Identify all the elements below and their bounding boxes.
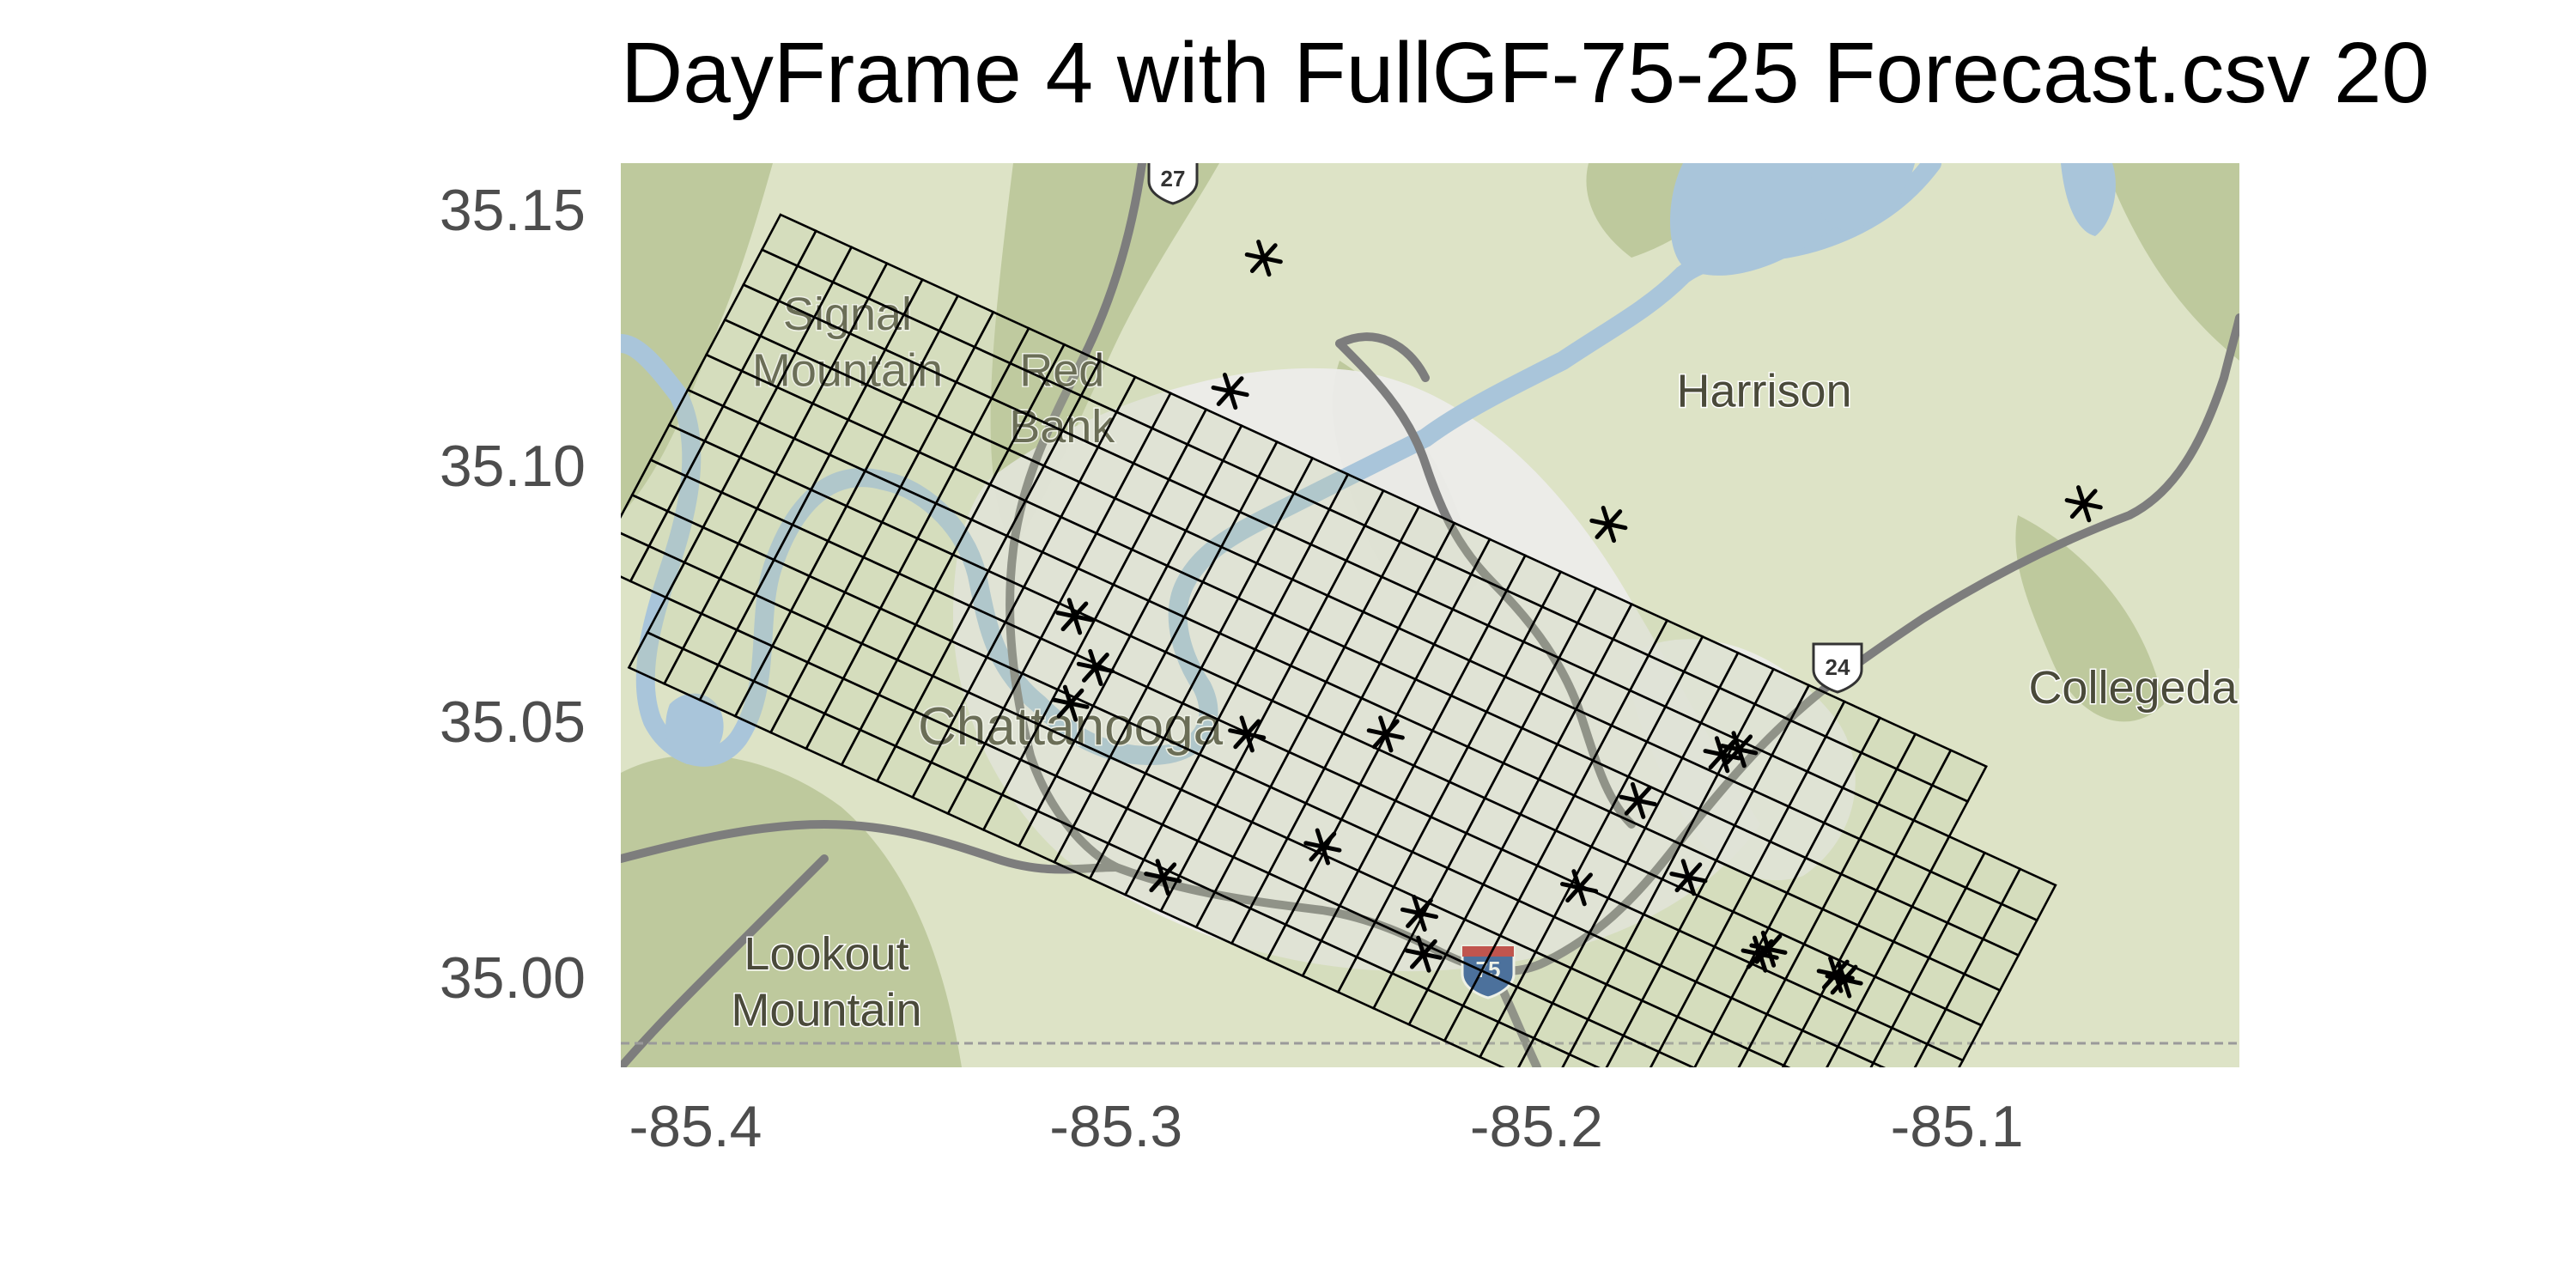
grid-cell [1826, 1045, 1875, 1067]
grid-cell [1837, 1098, 1891, 1150]
grid-cell [1561, 1053, 1601, 1067]
grid-cell [1869, 1061, 1886, 1067]
grid-cell [1871, 1026, 1929, 1067]
grid-cell [1913, 1042, 1965, 1067]
grid-cell [1801, 1082, 1855, 1133]
observation-marker [1244, 240, 1283, 277]
highway-shield-label: 27 [1161, 166, 1186, 191]
grid-cell [1728, 1136, 1783, 1188]
observation-marker [1228, 715, 1267, 753]
observation-marker [1055, 598, 1094, 635]
grid-cell [1478, 1020, 1536, 1067]
plot-title: DayFrame 4 with FullGF-75-25 Forecast.cs… [621, 25, 2430, 121]
terrain-ridge [621, 163, 773, 515]
observation-marker [1144, 859, 1182, 896]
observation-marker [1619, 781, 1657, 819]
road [621, 854, 829, 1067]
grid-cell [1692, 1120, 1747, 1171]
lake-arm [1811, 163, 1915, 232]
place-label: Harrison [1677, 365, 1852, 416]
terrain-ridge [621, 755, 962, 1067]
observation-points [1051, 240, 2103, 999]
grid-cell [1783, 1117, 1837, 1169]
highway-shield-label: 24 [1826, 654, 1850, 680]
x-axis: -85.4 -85.3 -85.2 -85.1 [629, 1094, 2024, 1159]
observation-marker [1589, 506, 1628, 544]
observation-marker [1051, 684, 1090, 722]
grid-cell [1764, 1151, 1818, 1203]
road [1335, 332, 1430, 382]
x-tick-label: -85.4 [629, 1094, 762, 1159]
observation-marker [2064, 485, 2103, 523]
x-tick-label: -85.1 [1891, 1094, 2024, 1159]
grid-cell [1737, 1048, 1786, 1067]
y-tick-label: 35.05 [440, 690, 586, 755]
x-tick-label: -85.2 [1470, 1094, 1603, 1159]
observation-marker [1400, 894, 1439, 933]
grid-cell [1622, 1087, 1676, 1139]
grid-cell [1657, 1015, 1715, 1067]
observation-marker [1303, 828, 1342, 866]
pond [2061, 163, 2116, 236]
y-axis: 35.00 35.05 35.10 35.15 [440, 178, 586, 1011]
forecast-grid [621, 213, 2057, 1236]
y-tick-label: 35.00 [440, 945, 586, 1011]
y-tick-label: 35.10 [440, 434, 586, 499]
grid-cell [1711, 1084, 1765, 1136]
grid-cell [1799, 1168, 1853, 1219]
road [621, 819, 1121, 874]
grid-cell [1747, 1101, 1801, 1152]
grid-cell [1649, 1050, 1696, 1067]
place-label: Mountain [731, 985, 921, 1036]
observation-marker [1749, 930, 1788, 968]
terrain-ridge [2015, 515, 2164, 722]
y-tick-label: 35.15 [440, 178, 586, 243]
grid-cell [1517, 1036, 1571, 1067]
pond [665, 693, 724, 764]
grid-cell [1693, 1031, 1750, 1067]
grid-cell [1693, 1066, 1696, 1067]
observation-marker [1404, 935, 1443, 973]
highway-shield: 27 [1147, 163, 1199, 205]
grid-cell [1782, 1029, 1840, 1067]
observation-marker [1560, 869, 1599, 907]
observation-marker [1720, 731, 1759, 769]
observation-marker [1825, 961, 1863, 999]
grid-cell [1568, 1018, 1625, 1067]
grid-cell [1657, 1103, 1711, 1155]
grid-cell [1781, 1064, 1791, 1067]
terrain-ridge [2104, 163, 2239, 361]
observation-marker [1211, 373, 1249, 410]
observation-marker [1669, 859, 1708, 896]
place-label: Mountain [752, 345, 943, 397]
grid-cell [1818, 1133, 1872, 1185]
highway-shield: 24 [1812, 642, 1863, 694]
place-label: Red [1019, 345, 1104, 397]
place-label: Lookout [744, 928, 908, 980]
place-label: Collegedale [2028, 662, 2273, 714]
observation-marker [1366, 715, 1405, 753]
road [1005, 163, 1146, 872]
x-tick-label: -85.3 [1049, 1094, 1182, 1159]
grid-cell [1835, 1184, 1889, 1236]
observation-marker [1076, 648, 1115, 686]
grid-cell [1605, 1034, 1661, 1067]
